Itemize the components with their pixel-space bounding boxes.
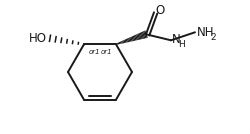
- Text: or1: or1: [88, 49, 100, 55]
- Text: 2: 2: [210, 33, 216, 42]
- Text: or1: or1: [100, 49, 112, 55]
- Text: O: O: [155, 4, 164, 17]
- Text: H: H: [178, 40, 185, 49]
- Text: NH: NH: [197, 26, 214, 39]
- Text: N: N: [172, 33, 181, 46]
- Text: HO: HO: [29, 32, 47, 45]
